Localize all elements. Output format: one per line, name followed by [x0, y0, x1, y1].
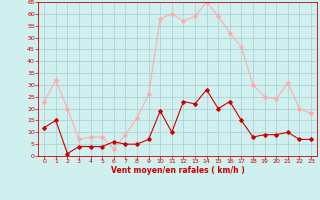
- X-axis label: Vent moyen/en rafales ( km/h ): Vent moyen/en rafales ( km/h ): [111, 166, 244, 175]
